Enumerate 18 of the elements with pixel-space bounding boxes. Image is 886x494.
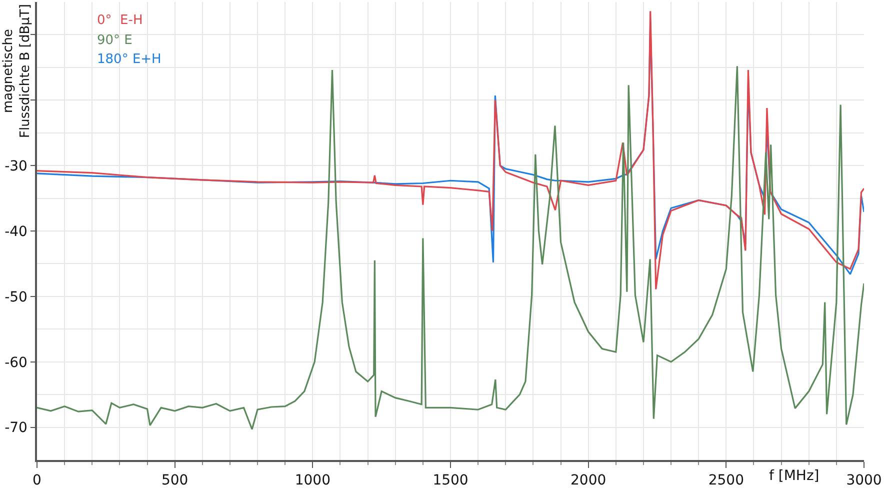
- x-tick-label: 2500: [708, 472, 744, 489]
- text: 90° E: [97, 33, 132, 48]
- x-tick-label: 1000: [294, 472, 330, 489]
- text: 0° E-H: [97, 13, 143, 28]
- x-tick-label: 0: [32, 472, 42, 489]
- text: 180° E+H: [97, 52, 162, 67]
- y-tick-label: -60: [4, 354, 28, 371]
- x-axis-title: f [MHz]: [769, 468, 820, 484]
- x-tick-label: 2000: [570, 472, 606, 489]
- line-series: [37, 65, 864, 430]
- y-tick-label: -50: [4, 289, 28, 306]
- x-tick-label: 3000: [846, 472, 882, 489]
- x-tick-label: 500: [161, 472, 188, 489]
- y-tick-label: -40: [4, 224, 28, 240]
- x-tick-label: 1500: [432, 472, 468, 489]
- y-axis-title: magnetische Flussdichte B [dBµT]: [1, 4, 33, 138]
- y-tick-label: -30: [4, 158, 28, 174]
- y-tick-label: -70: [4, 420, 28, 436]
